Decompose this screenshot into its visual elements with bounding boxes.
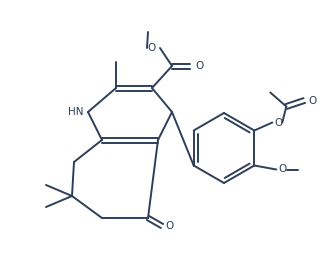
Text: O: O (274, 118, 282, 127)
Text: O: O (195, 61, 203, 71)
Text: HN: HN (68, 107, 84, 117)
Text: O: O (278, 164, 286, 175)
Text: O: O (166, 221, 174, 231)
Text: O: O (308, 95, 317, 105)
Text: O: O (148, 43, 156, 53)
